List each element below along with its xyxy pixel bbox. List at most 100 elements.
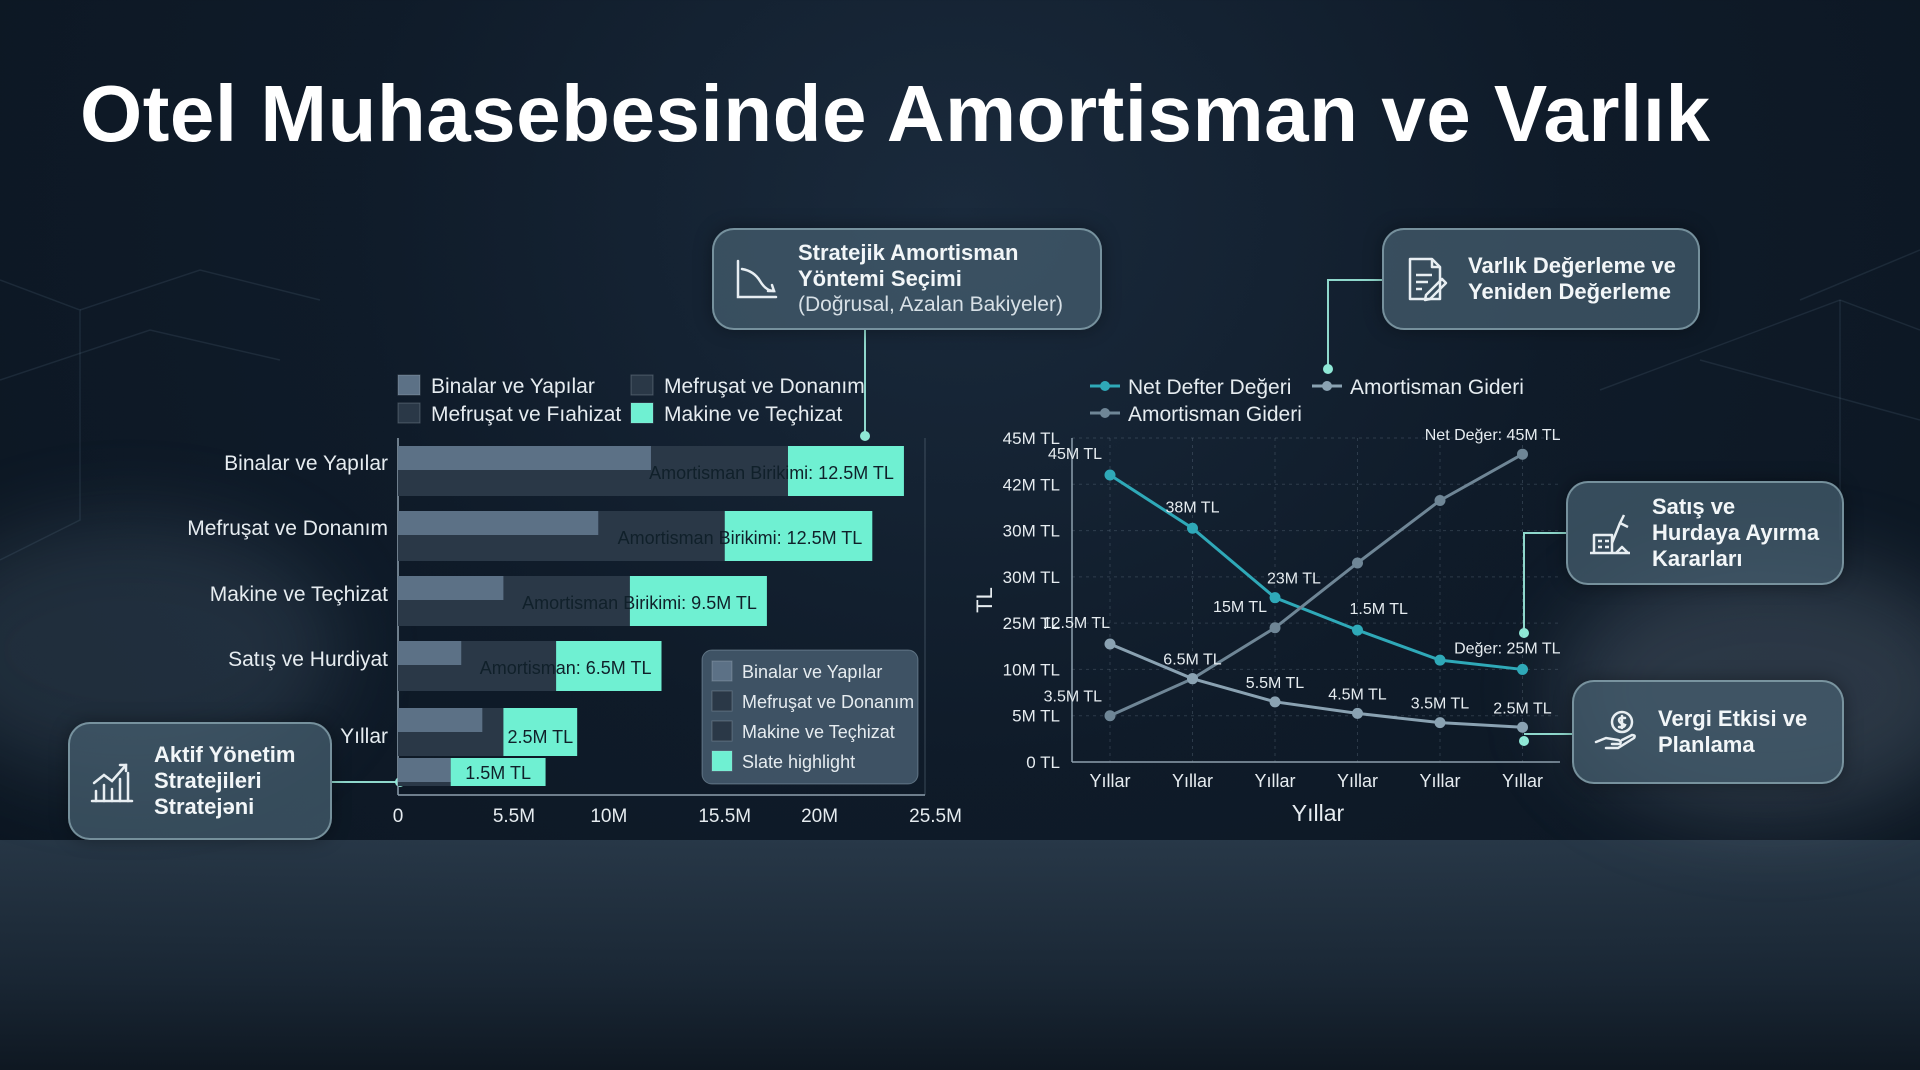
bar-buildings-segment xyxy=(398,758,451,782)
callout-strategy: Stratejik Amortisman Yöntemi Seçimi (Doğ… xyxy=(712,228,1102,330)
bar-value-label: 2.5M TL xyxy=(507,727,573,747)
callout-valuation: Varlık Değerleme ve Yeniden Değerleme xyxy=(1382,228,1700,330)
bar-teal-segment xyxy=(450,758,546,786)
data-label: 15M TL xyxy=(1213,599,1267,616)
x-tick-label: 0 xyxy=(393,806,404,827)
series-line xyxy=(1109,452,1524,718)
y-tick-label: 30M TL xyxy=(1003,568,1060,587)
legend-label: Makine ve Teçhizat xyxy=(664,403,842,426)
x-tick-label: Yıllar xyxy=(1089,771,1130,791)
active-label: Aktif Yönetim Stratejileri Stratejəni xyxy=(154,742,296,819)
sales-label: Satış ve Hurdaya Ayırma Kararları xyxy=(1652,494,1820,571)
callout-active: Aktif Yönetim Stratejileri Stratejəni xyxy=(68,722,332,840)
y-tick-label: 5M TL xyxy=(1012,707,1060,726)
category-label: Yıllar xyxy=(340,725,388,748)
series-point xyxy=(1517,721,1528,733)
page-title: Otel Muhasebesinde Amortisman ve Varlık xyxy=(80,69,1711,158)
y-axis-title: TL xyxy=(972,587,997,613)
data-label: 23M TL xyxy=(1267,571,1321,588)
y-tick-label: 10M TL xyxy=(1003,660,1060,679)
series-line xyxy=(1109,642,1523,729)
y-tick-label: 45M TL xyxy=(1003,429,1060,448)
legend-label: Binalar ve Yapılar xyxy=(742,662,882,682)
data-label: Net Değer: 45M TL xyxy=(1425,427,1561,444)
legend-marker xyxy=(1322,381,1332,391)
bar-value-label: Amortisman Birikimi: 12.5M TL xyxy=(618,528,863,548)
callout-tax: Vergi Etkisi ve Planlama xyxy=(1572,680,1844,784)
category-label: Mefruşat ve Donanım xyxy=(187,517,388,540)
series-line xyxy=(1109,473,1523,671)
legend-marker xyxy=(1100,408,1110,418)
x-tick-label: Yıllar xyxy=(1254,771,1295,791)
series-point xyxy=(1187,673,1198,685)
series-point xyxy=(1104,469,1116,481)
series-point xyxy=(1517,448,1528,460)
y-tick-label: 30M TL xyxy=(1003,522,1060,541)
data-label: 3.5M TL xyxy=(1044,689,1103,706)
y-tick-label: 25M TL xyxy=(1003,614,1060,633)
callout-sales: Satış ve Hurdaya Ayırma Kararları xyxy=(1566,481,1844,585)
legend-swatch xyxy=(711,660,733,682)
x-tick-label: 20M xyxy=(801,806,838,827)
legend-swatch xyxy=(711,690,733,712)
legend-label: Mefruşat ve Fıahizat xyxy=(431,403,621,426)
legend-marker xyxy=(1100,381,1110,391)
data-label: 12.5M TL xyxy=(1043,615,1110,632)
category-label: Satış ve Hurdiyat xyxy=(228,648,388,671)
x-tick-label: Yıllar xyxy=(1502,771,1543,791)
declining-chart-icon xyxy=(736,259,778,299)
y-tick-label: 42M TL xyxy=(1003,475,1060,494)
bar-teal-segment xyxy=(787,446,904,496)
data-label: 2.5M TL xyxy=(1493,700,1552,717)
series-point xyxy=(1352,707,1363,719)
strategy-title: Stratejik Amortisman Yöntemi Seçimi xyxy=(798,240,1019,291)
legend-label: Makine ve Teçhizat xyxy=(742,722,895,742)
series-point xyxy=(1434,717,1446,729)
legend-label: Net Defter Değeri xyxy=(1128,376,1291,399)
bar-value-label: Amortisman Birikimi: 9.5M TL xyxy=(522,593,757,613)
series-point xyxy=(1104,710,1116,722)
x-tick-label: Yıllar xyxy=(1337,771,1378,791)
data-label: 4.5M TL xyxy=(1328,686,1387,703)
series-point xyxy=(1187,522,1198,534)
legend-swatch xyxy=(711,720,733,742)
bar-value-label: Amortisman Birikimi: 12.5M TL xyxy=(649,463,894,483)
legend-label: Amortisman Gideri xyxy=(1350,376,1524,399)
x-tick-label: 25.5M xyxy=(909,806,962,827)
data-label: 1.5M TL xyxy=(1350,601,1409,618)
bar-buildings-segment xyxy=(398,641,462,665)
document-edit-icon xyxy=(1408,257,1448,302)
strategy-subtitle: (Doğrusal, Azalan Bakiyeler) xyxy=(798,293,1063,316)
valuation-label: Varlık Değerleme ve Yeniden Değerleme xyxy=(1468,253,1676,304)
legend-label: Slate highlight xyxy=(742,752,855,772)
data-label: 38M TL xyxy=(1166,499,1220,516)
series-point xyxy=(1434,494,1446,506)
series-point xyxy=(1434,654,1446,666)
legend-swatch xyxy=(711,750,733,772)
y-tick-label: 0 TL xyxy=(1026,753,1060,772)
bar-buildings-segment xyxy=(398,511,599,535)
legend-swatch xyxy=(397,402,421,424)
x-tick-label: Yıllar xyxy=(1419,771,1460,791)
bar-teal-segment xyxy=(503,708,578,756)
tax-label: Vergi Etkisi ve Planlama xyxy=(1658,706,1808,757)
legend-swatch xyxy=(630,402,654,424)
hand-coin-icon xyxy=(1594,710,1636,750)
bar-buildings-segment xyxy=(398,446,651,470)
x-axis-title: Yıllar xyxy=(1292,800,1345,826)
bar-teal-segment xyxy=(629,576,767,626)
legend-label: Binalar ve Yapılar xyxy=(431,375,595,398)
legend-swatch xyxy=(630,374,654,396)
bar-value-label: Amortisman: 6.5M TL xyxy=(480,658,652,678)
category-label: Binalar ve Yapılar xyxy=(224,452,388,475)
series-point xyxy=(1352,624,1363,636)
legend-swatch xyxy=(397,374,421,396)
data-label: 3.5M TL xyxy=(1411,696,1470,713)
bar-buildings-segment xyxy=(398,576,504,600)
scrap-building-icon xyxy=(1590,514,1630,555)
growth-chart-icon xyxy=(90,763,134,803)
data-label: 5.5M TL xyxy=(1246,675,1305,692)
